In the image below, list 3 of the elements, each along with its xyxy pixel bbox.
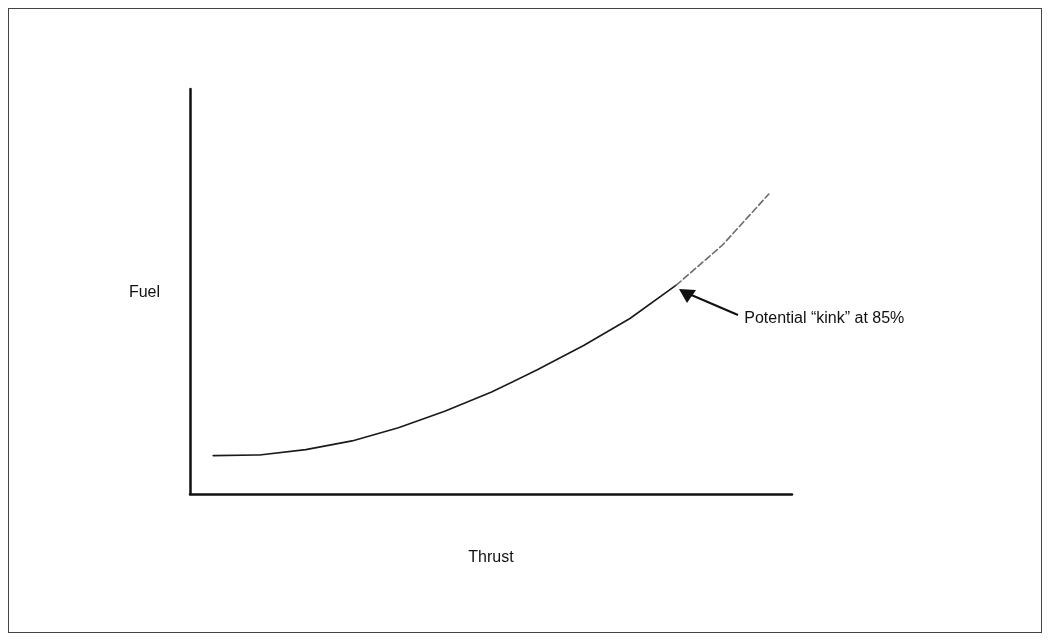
x-axis-title: Thrust: [468, 547, 515, 565]
y-axis-title: Fuel: [128, 283, 160, 300]
annotation: Potential “kink” at 85%: [744, 308, 905, 326]
